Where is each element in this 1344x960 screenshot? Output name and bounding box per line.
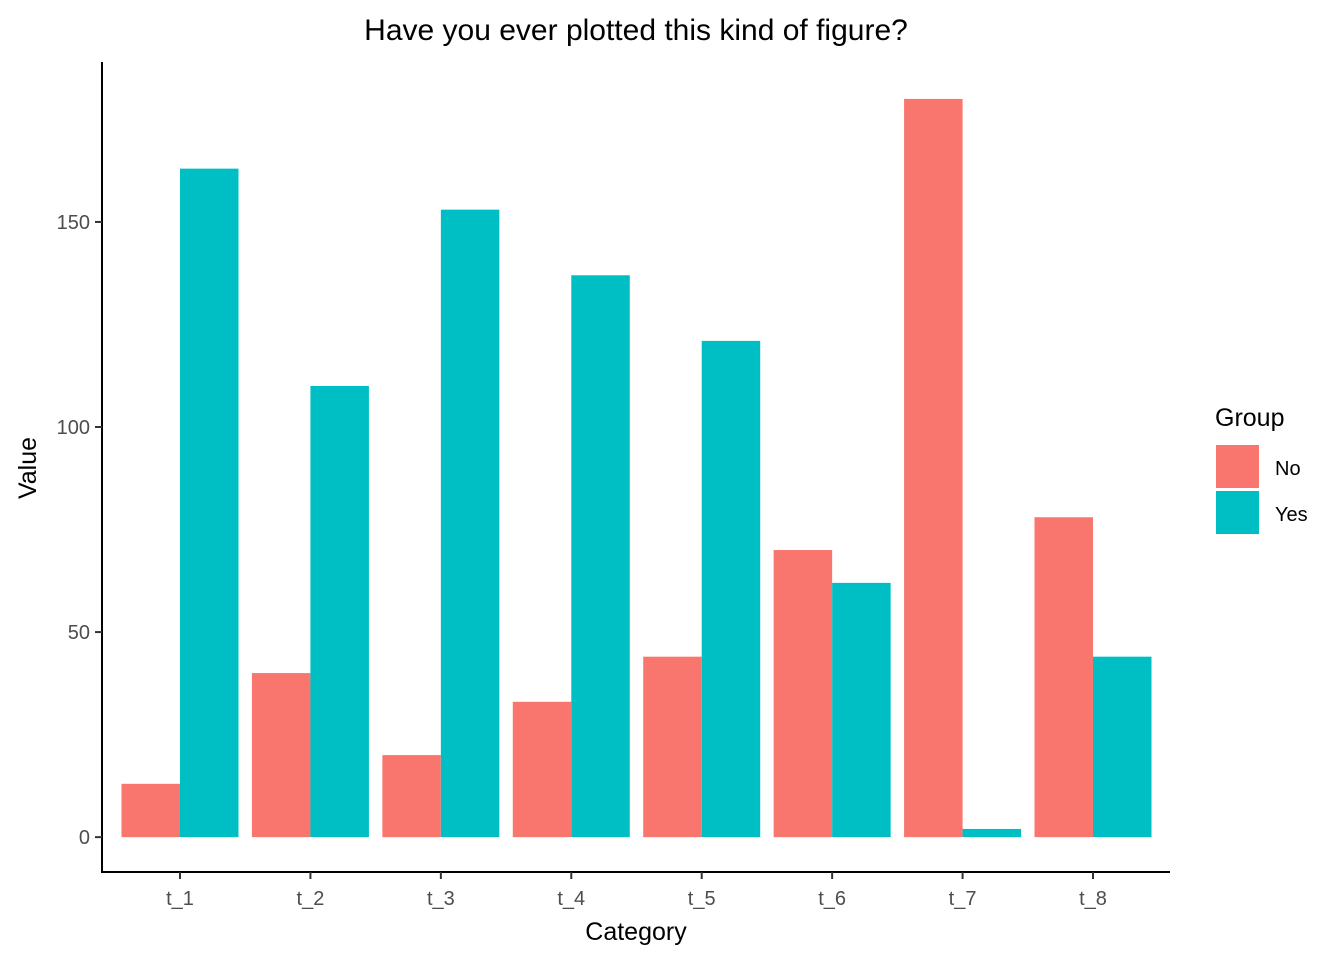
y-tick-label: 150 [57,212,90,234]
bar-no-t_6 [773,550,833,838]
x-tick-label: t_2 [297,888,325,910]
x-ticks: t_1 t_2 t_3 t_4 t_5 t_6 t_7 t_8 [166,872,1107,910]
bar-no-t_8 [1034,517,1093,838]
x-tick-label: t_5 [688,888,716,910]
x-tick-label: t_6 [818,888,846,910]
y-ticks: 0 50 100 150 [57,212,102,849]
x-tick-label: t_8 [1079,888,1107,910]
y-axis-label: Value [14,437,42,499]
bars-layer [121,98,1152,838]
y-tick-label: 0 [79,827,90,849]
legend-label-yes: Yes [1275,504,1308,526]
bar-yes-t_2 [310,386,369,838]
legend: Group No Yes [1215,404,1308,534]
x-tick-label: t_4 [557,888,585,910]
bar-no-t_4 [512,701,572,838]
bar-yes-t_5 [701,340,761,838]
x-tick-label: t_3 [427,888,455,910]
y-tick-label: 100 [57,417,90,439]
legend-label-no: No [1275,458,1301,480]
bar-no-t_2 [251,673,311,838]
bar-yes-t_3 [440,209,500,838]
y-tick-label: 50 [68,622,90,644]
legend-key-no [1216,445,1259,488]
x-tick-label: t_7 [949,888,977,910]
bar-yes-t_6 [832,582,891,838]
chart-title: Have you ever plotted this kind of figur… [364,14,908,47]
bar-no-t_1 [121,783,180,838]
x-tick-label: t_1 [166,888,194,910]
x-axis-label: Category [585,918,687,946]
bar-yes-t_4 [571,275,630,838]
bar-no-t_7 [904,98,963,838]
bar-yes-t_7 [962,828,1022,838]
bar-no-t_3 [382,755,441,838]
legend-title: Group [1215,404,1284,432]
bar-yes-t_1 [180,168,239,838]
legend-key-yes [1216,491,1259,534]
bar-yes-t_8 [1093,656,1152,838]
bar-no-t_5 [643,656,702,838]
